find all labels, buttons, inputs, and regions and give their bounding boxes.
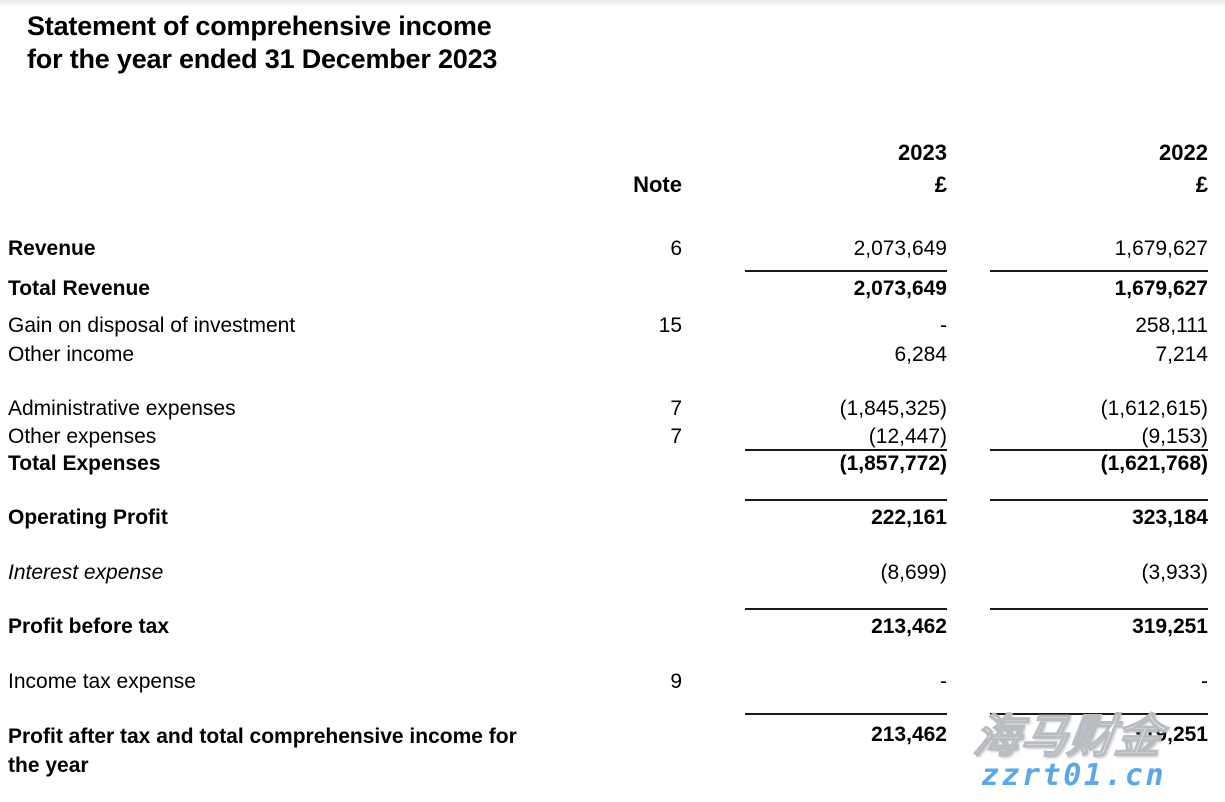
table-row: Income tax expense 9 - -	[0, 669, 1225, 697]
subtotal-rule	[745, 449, 947, 451]
row-label: Income tax expense	[8, 670, 196, 693]
subtotal-rule	[990, 449, 1208, 451]
table-row: Total Expenses (1,857,772) (1,621,768)	[0, 451, 1225, 479]
subtotal-rule	[745, 499, 947, 501]
row-value-2023: 6,284	[894, 343, 947, 366]
subtotal-rule	[745, 608, 947, 610]
row-label: Other income	[8, 343, 135, 366]
row-label: Operating Profit	[8, 506, 168, 529]
row-value-2022: 319,251	[1132, 723, 1208, 746]
row-value-2022: (9,153)	[1141, 425, 1208, 448]
row-value-2022: (1,621,768)	[1100, 452, 1208, 475]
subtotal-rule	[990, 499, 1208, 501]
row-note: 6	[670, 237, 682, 260]
row-note: 7	[670, 425, 682, 448]
row-label: Profit after tax and total comprehensive…	[8, 725, 517, 777]
table-row: Total Revenue 2,073,649 1,679,627	[0, 276, 1225, 304]
row-label: Total Revenue	[8, 277, 150, 300]
row-value-2023: 213,462	[871, 615, 947, 638]
row-value-2022: 7,214	[1155, 343, 1208, 366]
table-row: Administrative expenses 7 (1,845,325) (1…	[0, 396, 1225, 424]
subtotal-rule	[745, 713, 947, 715]
column-header-currency-2022: £	[1195, 172, 1208, 197]
row-value-2023: 222,161	[871, 506, 947, 529]
table-row: Other income 6,284 7,214	[0, 342, 1225, 370]
row-value-2022: 323,184	[1132, 506, 1208, 529]
subtotal-rule	[990, 270, 1208, 272]
table-row: Profit after tax and total comprehensive…	[0, 722, 1225, 780]
row-value-2022: 258,111	[1135, 314, 1208, 337]
row-value-2023: -	[940, 314, 947, 337]
row-note: 9	[670, 670, 682, 693]
subtotal-rule	[745, 270, 947, 272]
table-row: Interest expense (8,699) (3,933)	[0, 560, 1225, 588]
scan-edge-artifact	[0, 0, 1225, 7]
row-value-2023: (1,845,325)	[839, 397, 947, 420]
row-value-2023: 213,462	[871, 723, 947, 746]
row-label: Revenue	[8, 237, 96, 260]
row-value-2022: (1,612,615)	[1100, 397, 1208, 420]
row-label: Interest expense	[8, 561, 164, 584]
row-value-2023: (12,447)	[868, 425, 947, 448]
row-label: Other expenses	[8, 425, 157, 448]
column-header-year-2023: 2023	[898, 140, 947, 165]
row-value-2022: -	[1201, 670, 1208, 693]
column-header-note: Note	[633, 172, 682, 197]
table-row: Gain on disposal of investment 15 - 258,…	[0, 313, 1225, 341]
row-value-2023: (1,857,772)	[839, 452, 947, 475]
row-value-2023: 2,073,649	[853, 237, 947, 260]
row-value-2022: 1,679,627	[1114, 277, 1208, 300]
table-row: Profit before tax 213,462 319,251	[0, 614, 1225, 642]
table-row: Other expenses 7 (12,447) (9,153)	[0, 424, 1225, 452]
row-label: Total Expenses	[8, 452, 161, 475]
subtotal-rule	[990, 608, 1208, 610]
row-value-2023: -	[940, 670, 947, 693]
page-title: Statement of comprehensive income for th…	[27, 11, 498, 74]
column-header-currency-2023: £	[934, 172, 947, 197]
row-value-2022: (3,933)	[1141, 561, 1208, 584]
row-label: Gain on disposal of investment	[8, 314, 296, 337]
subtotal-rule	[990, 713, 1208, 715]
column-header-year-2022: 2022	[1159, 140, 1208, 165]
row-note: 15	[658, 314, 682, 337]
row-note: 7	[670, 397, 682, 420]
row-value-2022: 319,251	[1132, 615, 1208, 638]
row-value-2022: 1,679,627	[1114, 237, 1208, 260]
table-row: Revenue 6 2,073,649 1,679,627	[0, 236, 1225, 264]
row-label: Administrative expenses	[8, 397, 236, 420]
row-value-2023: (8,699)	[880, 561, 947, 584]
column-headers: 2023 2022 Note £ £	[0, 140, 1225, 210]
row-value-2023: 2,073,649	[853, 277, 947, 300]
table-row: Operating Profit 222,161 323,184	[0, 505, 1225, 533]
row-label: Profit before tax	[8, 615, 170, 638]
